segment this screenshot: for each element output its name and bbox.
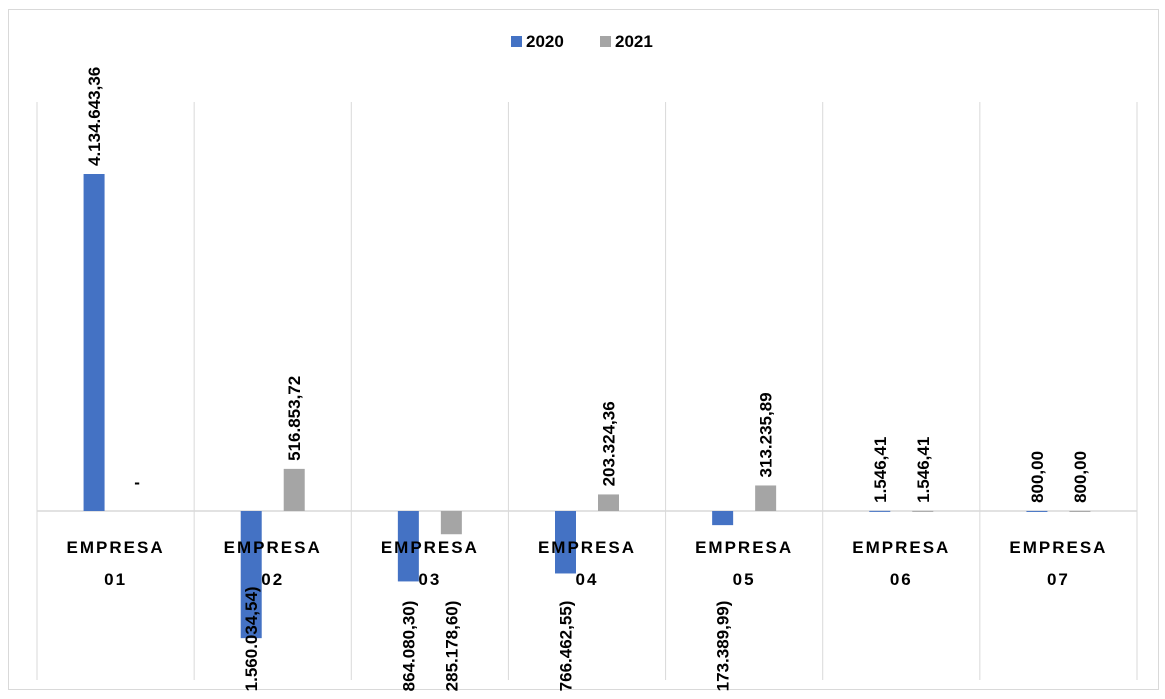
data-label-2021-5: 313.235,89 [757, 392, 776, 477]
legend-swatch-2021 [600, 36, 611, 47]
data-label-2020-4: (766.462,55) [557, 601, 576, 691]
data-label-2021-1: - [134, 473, 140, 492]
bar-2021-2 [283, 468, 305, 511]
bar-chart: EMPRESA 01 EMPRESA 02 EMPRESA 03 EMPRESA 04 EMPR… [36, 32, 1138, 691]
bar-2020-5 [712, 511, 734, 526]
legend: 2020 2021 [511, 32, 653, 51]
bars [83, 174, 1091, 639]
data-label-2020-1: 4.134.643,36 [85, 67, 104, 166]
bar-2020-1 [83, 174, 105, 511]
category-label-4: EMPRESA 04 [538, 538, 636, 589]
data-label-2021-3: (285.178,60) [442, 601, 461, 691]
data-label-2020-5: (173.389,99) [714, 601, 733, 691]
bar-2021-7 [1069, 510, 1091, 512]
category-label-6: EMPRESA 06 [852, 538, 950, 589]
bar-2020-6 [869, 510, 891, 512]
bar-2020-7 [1026, 510, 1048, 512]
data-label-2020-7: 800,00 [1028, 451, 1047, 503]
bar-2021-6 [912, 510, 934, 512]
category-label-3: EMPRESA 03 [381, 538, 479, 589]
data-label-2020-6: 1.546,41 [871, 437, 890, 503]
data-label-2020-3: (864.080,30) [399, 601, 418, 691]
data-label-2021-6: 1.546,41 [914, 437, 933, 503]
category-label-1: EMPRESA 01 [67, 538, 165, 589]
category-label-7: EMPRESA 07 [1009, 538, 1107, 589]
data-label-2021-2: 516.853,72 [285, 376, 304, 461]
data-labels: 4.134.643,36 (1.560.034,54) (864.080,30) (7… [85, 67, 1090, 691]
category-label-2: EMPRESA 02 [224, 538, 322, 589]
bar-2020-4 [555, 511, 576, 574]
bar-2020-3 [397, 511, 419, 582]
category-label-5: EMPRESA 05 [695, 538, 793, 589]
bar-2021-3 [440, 511, 462, 535]
data-label-2021-4: 203.324,36 [600, 401, 619, 486]
legend-label-2021: 2021 [615, 32, 653, 51]
legend-label-2020: 2020 [526, 32, 564, 51]
chart-frame: EMPRESA 01 EMPRESA 02 EMPRESA 03 EMPRESA 04 EMPR… [8, 9, 1159, 691]
legend-swatch-2020 [511, 36, 522, 47]
bar-2021-5 [755, 485, 777, 511]
data-label-2020-2: (1.560.034,54) [242, 586, 261, 691]
bar-2020-2 [240, 511, 262, 639]
data-label-2021-7: 800,00 [1071, 451, 1090, 503]
category-labels: EMPRESA 01 EMPRESA 02 EMPRESA 03 EMPRESA 04 EMPR… [67, 538, 1107, 589]
bar-2021-4 [598, 494, 619, 511]
category-gridlines [36, 102, 1138, 680]
